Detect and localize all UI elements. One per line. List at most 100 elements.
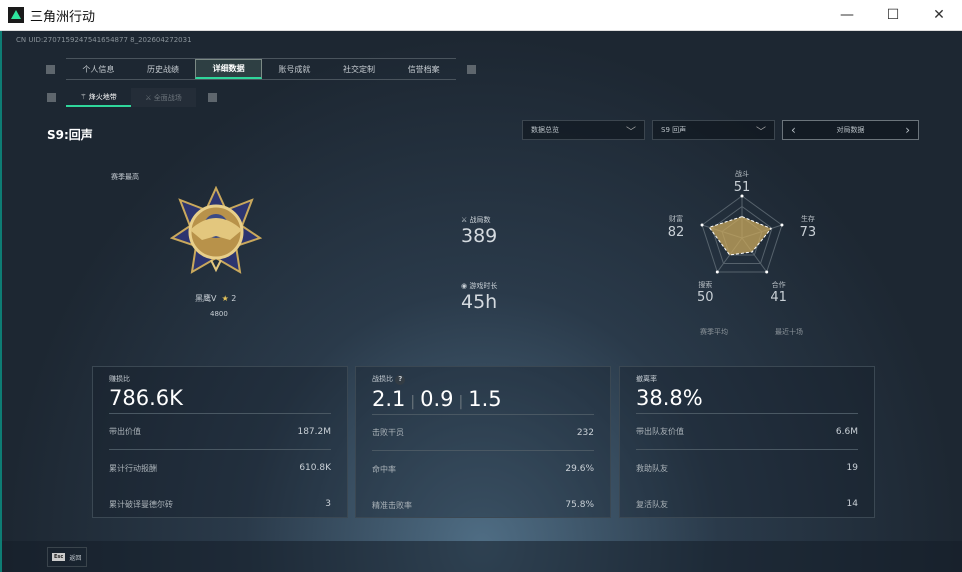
extraction-card: 撤离率 38.8% 带出队友价值 6.6M 救助队友 19 复活队友 14 [619,366,875,518]
matches-value: 389 [461,225,498,247]
rank-stars: 2 [231,294,237,303]
divider: | [410,394,416,410]
subtab-label: 全面战场 [153,93,182,102]
next-tab-key-icon[interactable] [467,65,476,74]
radar-axis-value: 41 [770,290,787,305]
kd-value: 2.1 [372,387,406,411]
card-title: 赚损比 [109,375,130,383]
kd-value: 0.9 [420,387,454,411]
season-best-label: 赛季最高 [111,173,139,181]
season-dropdown[interactable]: S9 回声 ﹀ [652,120,775,140]
stat-row: 带出价值 187.2M [109,414,331,450]
kd-value: 1.5 [468,387,502,411]
prev-tab-key-icon[interactable] [46,65,55,74]
radar-axis-value: 50 [697,290,714,305]
main-panel: CN UID:2707159247541654877 8_20260427203… [0,31,962,572]
app-logo-icon [8,7,24,23]
tab-personal-info[interactable]: 个人信息 [82,64,115,74]
subtab-extraction[interactable]: ⚚ 烽火地带 [66,88,131,107]
chevron-right-icon[interactable]: › [905,123,910,137]
card-value: 38.8% [636,386,858,414]
radar-axis-value: 51 [734,180,751,195]
stat-label: 累计破译曼德尔砖 [109,499,173,509]
chevron-left-icon[interactable]: ‹ [791,123,796,137]
title-bar: 三角洲行动 — ☐ ✕ [0,0,962,31]
matches-label-row: ⚔ 战局数 [461,215,491,225]
rank-medal-icon [170,186,262,274]
stat-value: 232 [576,427,594,438]
playtime-label: 游戏时长 [469,282,498,290]
card-title: 战损比 [372,375,393,383]
card-title: 撤离率 [636,375,657,383]
stat-label: 命中率 [372,464,396,474]
radar-axis-value: 73 [800,225,817,240]
tab-detailed-data[interactable]: 详细数据 [195,59,263,79]
back-button[interactable]: Esc 返回 [47,547,87,567]
playtime-value: 45h [461,291,498,313]
warfare-icon: ⚔ [145,93,154,102]
esc-key-icon: Esc [52,553,66,561]
stat-value: 3 [325,499,331,509]
radar-grid [701,195,783,273]
close-button[interactable]: ✕ [933,7,945,23]
rank-name: 黑鹰V [195,294,217,303]
radar-axis-label: 生存 [801,214,815,223]
mode-value: 对局数据 [836,126,865,134]
mode-selector[interactable]: ‹ 对局数据 › [782,120,919,140]
stat-value: 19 [846,463,858,473]
crossed-swords-icon: ⚔ [461,216,470,224]
radar-axis-label: 搜索 [698,280,712,289]
stat-value: 187.2M [297,426,331,437]
radar-vertex [700,223,704,227]
help-icon[interactable]: ? [395,375,406,385]
next-subtab-key-icon[interactable] [208,93,217,102]
stat-row: 累计破译曼德尔砖 3 [109,486,331,522]
radar-axis-label: 合作 [772,280,786,289]
overview-dropdown[interactable]: 数据总览 ﹀ [522,120,645,140]
tab-history[interactable]: 历史战绩 [147,64,179,74]
subtab-warfare[interactable]: ⚔ 全面战场 [131,88,196,107]
radar-axis-label: 财富 [669,214,683,223]
tab-social[interactable]: 社交定制 [343,64,376,74]
radar-vertex [715,270,719,274]
matches-label: 战局数 [469,216,491,224]
dropdown-value: 数据总览 [531,126,559,134]
rank-name-row: 黑鹰V ★ 2 [195,293,236,304]
star-icon: ★ [221,294,229,303]
stat-row: 带出队友价值 6.6M [636,414,858,450]
card-value: 786.6K [109,386,331,414]
minimize-button[interactable]: — [840,7,854,23]
stat-value: 14 [846,499,858,509]
radar-vertex [765,270,769,274]
uid-label: CN UID:2707159247541654877 8_20260427203… [16,36,192,44]
stat-label: 累计行动报酬 [109,463,157,473]
legend-season-avg: 赛季平均 [700,328,728,336]
stat-row: 救助队友 19 [636,450,858,486]
chevron-down-icon: ﹀ [626,126,636,138]
stat-value: 6.6M [835,426,858,437]
chevron-down-icon: ﹀ [756,126,766,138]
dropdown-value: S9 回声 [661,126,687,134]
subtab-label: 烽火地带 [88,92,117,101]
stat-row: 精准击败率 75.8% [372,487,594,523]
tab-credit[interactable]: 信誉档案 [407,64,440,74]
clock-icon: ◉ [461,282,470,290]
stat-label: 精准击败率 [372,500,412,510]
radar-vertex [740,194,744,198]
kd-values: 2.1 | 0.9 | 1.5 [372,387,594,415]
radar-axis-value: 82 [668,225,685,240]
extraction-icon: ⚚ [80,92,89,101]
maximize-button[interactable]: ☐ [886,7,900,23]
card-title-row: 战损比 ? [372,374,594,385]
stat-label: 复活队友 [636,499,668,509]
divider: | [458,394,464,410]
tab-achievements[interactable]: 账号成就 [278,64,311,74]
radar-series-area [708,216,772,256]
stat-row: 累计行动报酬 610.8K [109,450,331,486]
prev-subtab-key-icon[interactable] [47,93,56,102]
stat-value: 610.8K [299,463,331,473]
page-title: S9:回声 [47,128,93,142]
stat-label: 救助队友 [636,463,668,473]
rank-score: 4800 [210,310,228,318]
window-title: 三角洲行动 [30,9,96,25]
